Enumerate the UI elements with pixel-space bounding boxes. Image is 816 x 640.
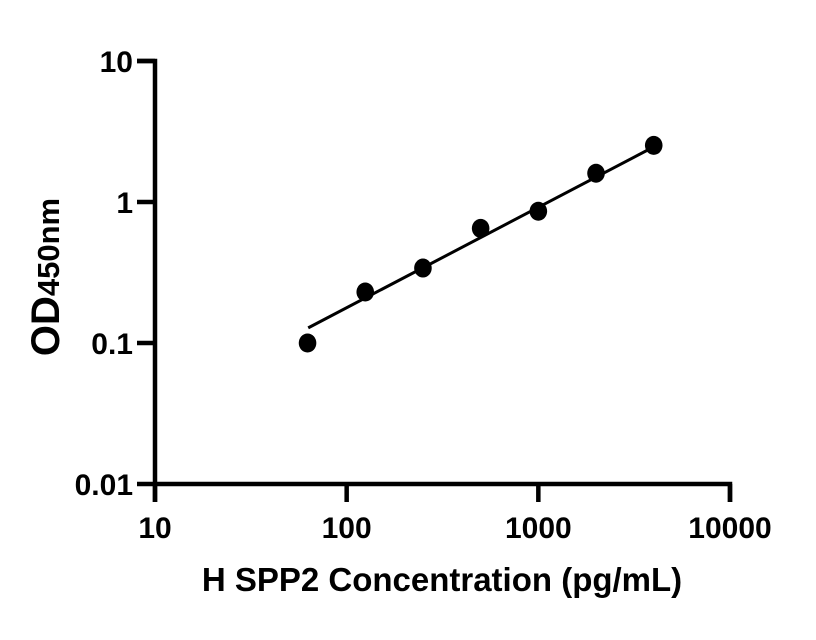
y-axis-title-sub: 450nm xyxy=(31,198,66,296)
y-axis-line xyxy=(137,58,158,502)
data-point xyxy=(471,218,490,238)
data-point xyxy=(414,258,432,278)
x-axis-title: H SPP2 Concentration (pg/mL) xyxy=(202,561,682,598)
y-tick-label: 0.1 xyxy=(91,328,133,361)
data-point xyxy=(356,282,375,302)
x-tick-label: 100 xyxy=(322,512,372,545)
svg-text:OD450nm: OD450nm xyxy=(24,198,68,356)
data-point xyxy=(644,135,663,155)
y-tick-label: 0.01 xyxy=(75,469,133,502)
y-tick-label: 10 xyxy=(100,46,133,79)
data-point xyxy=(298,333,317,353)
data-point-layer xyxy=(298,135,663,353)
x-axis-line xyxy=(155,481,733,502)
data-point xyxy=(587,163,605,183)
x-tick-label: 1000 xyxy=(505,512,572,545)
y-axis-title: OD450nm xyxy=(24,198,68,356)
axes xyxy=(137,58,733,502)
x-tick-label: 10 xyxy=(138,512,171,545)
y-axis-title-main: OD xyxy=(24,296,68,356)
x-tick-label: 10000 xyxy=(688,512,771,545)
data-point xyxy=(529,201,548,221)
tick-marks xyxy=(137,58,733,502)
y-tick-label: 1 xyxy=(116,187,133,220)
